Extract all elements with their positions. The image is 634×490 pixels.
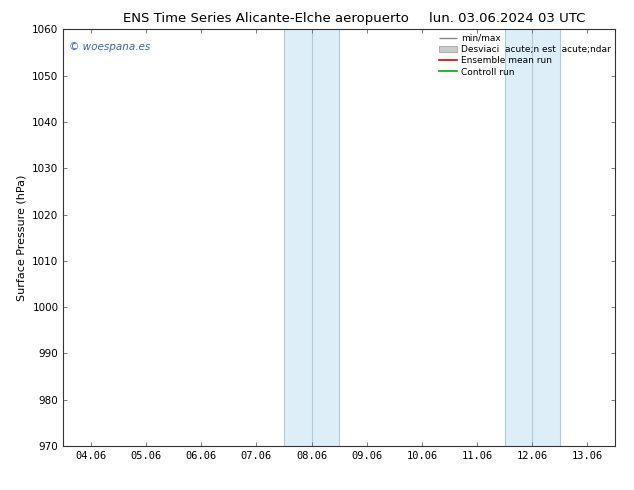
Text: ENS Time Series Alicante-Elche aeropuerto: ENS Time Series Alicante-Elche aeropuert… xyxy=(124,12,409,25)
Text: lun. 03.06.2024 03 UTC: lun. 03.06.2024 03 UTC xyxy=(429,12,585,25)
Y-axis label: Surface Pressure (hPa): Surface Pressure (hPa) xyxy=(16,174,27,301)
Legend: min/max, Desviaci  acute;n est  acute;ndar, Ensemble mean run, Controll run: min/max, Desviaci acute;n est acute;ndar… xyxy=(437,32,612,78)
Text: © woespana.es: © woespana.es xyxy=(69,42,150,52)
Bar xyxy=(284,29,339,446)
Bar xyxy=(505,29,560,446)
